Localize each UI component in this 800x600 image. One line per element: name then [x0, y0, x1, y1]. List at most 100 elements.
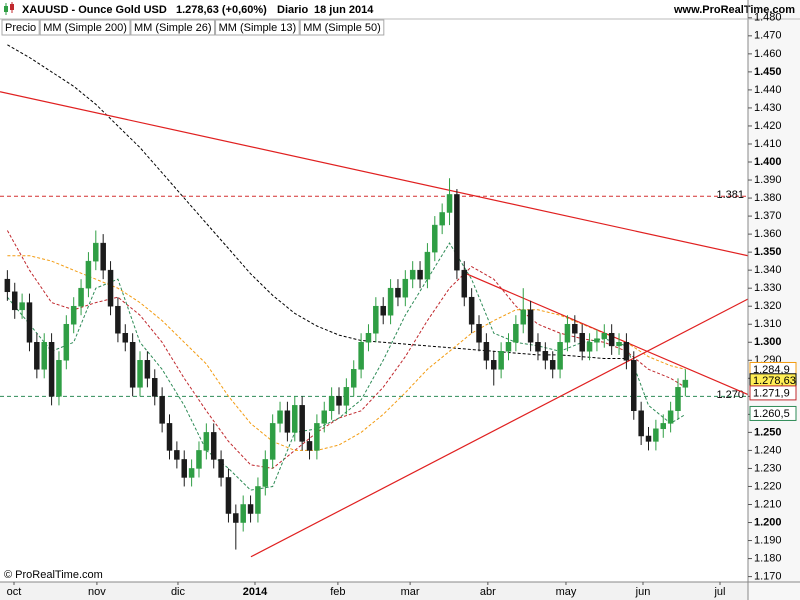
- date: 18 jun 2014: [314, 4, 374, 16]
- legend-label: MM (Simple 26): [134, 22, 212, 34]
- x-tick-label: jun: [635, 586, 651, 598]
- candle-body: [439, 212, 445, 226]
- candle-body: [409, 269, 416, 280]
- candle-body: [56, 360, 62, 397]
- candle-body: [454, 194, 460, 271]
- legend-label: Precio: [5, 22, 36, 34]
- candle-body: [262, 459, 269, 487]
- candle-body: [93, 242, 99, 262]
- candle-body: [277, 410, 283, 424]
- y-tick-label: 1.320: [754, 300, 782, 312]
- candle-body: [328, 396, 335, 412]
- candle-body: [78, 287, 84, 307]
- y-tick-label: 1.460: [754, 48, 782, 60]
- candle-body: [557, 342, 563, 370]
- candle-body: [631, 360, 637, 412]
- candle-body: [491, 360, 497, 370]
- candle-body: [63, 323, 70, 361]
- y-tick-label: 1.240: [754, 444, 782, 456]
- y-tick-label: 1.180: [754, 552, 782, 564]
- candle-body: [358, 342, 364, 370]
- level-label: 1.270: [716, 389, 744, 401]
- candle-body: [505, 342, 512, 352]
- candle-body: [520, 309, 526, 325]
- y-tick-label: 1.190: [754, 534, 782, 546]
- level-label: 1.381: [716, 189, 744, 201]
- candle-body: [424, 251, 431, 280]
- legend-label: MM (Simple 200): [43, 22, 127, 34]
- price-tag-label: 1.271,9: [753, 387, 790, 399]
- candle-body: [181, 459, 187, 478]
- candle-body: [26, 302, 33, 343]
- y-tick-label: 1.300: [754, 336, 782, 348]
- candle-body: [210, 432, 217, 460]
- candle-body: [682, 379, 689, 388]
- candle-body: [608, 332, 615, 347]
- x-tick-label: 2014: [243, 586, 268, 598]
- candle-body: [137, 360, 143, 388]
- x-tick-label: oct: [7, 586, 22, 598]
- candle-body: [306, 441, 313, 451]
- legend-label: MM (Simple 13): [219, 22, 297, 34]
- y-tick-label: 1.480: [754, 12, 782, 24]
- candle-body: [70, 305, 77, 325]
- symbol: XAUUSD - Ounce Gold USD: [22, 4, 167, 16]
- legend-box: [39, 19, 131, 36]
- quote: 1.278,63 (+0,60%): [176, 4, 267, 16]
- candle-body: [579, 332, 585, 352]
- x-tick-label: abr: [480, 586, 496, 598]
- candle-body: [395, 287, 401, 298]
- y-tick-label: 1.170: [754, 570, 782, 582]
- candle-body: [667, 410, 674, 424]
- price-tag-label: 1.278,63: [753, 375, 796, 387]
- candle-body: [660, 423, 667, 430]
- candle-body: [616, 342, 622, 347]
- candle-body: [527, 309, 534, 343]
- candle-body: [85, 260, 92, 289]
- candle-body: [240, 504, 246, 523]
- candle-body: [284, 410, 291, 433]
- site: www.ProRealTime.com: [673, 4, 795, 16]
- candle-body: [188, 468, 195, 478]
- y-tick-label: 1.350: [754, 246, 782, 258]
- candle-body: [247, 504, 254, 514]
- candle-body: [19, 302, 25, 311]
- candle-body: [203, 432, 210, 451]
- candle-body: [343, 387, 350, 406]
- candle-body: [196, 450, 202, 469]
- candle-body: [299, 405, 305, 442]
- trend-line: [0, 91, 749, 257]
- moving-average: [7, 242, 686, 491]
- candle-body: [48, 342, 55, 397]
- x-tick-label: mar: [401, 586, 420, 598]
- y-tick-label: 1.430: [754, 102, 782, 114]
- candle-body: [645, 435, 652, 442]
- candle-body: [233, 513, 239, 523]
- candle-body: [572, 323, 578, 334]
- candle-body: [586, 342, 593, 352]
- y-tick-label: 1.410: [754, 138, 782, 150]
- candle-body: [542, 351, 549, 361]
- y-tick-label: 1.370: [754, 210, 782, 222]
- candle-body: [218, 459, 224, 478]
- price-tag-label: 1.260,5: [753, 408, 790, 420]
- candle-body: [461, 269, 468, 298]
- moving-average: [7, 255, 686, 451]
- candle-body: [365, 332, 372, 343]
- y-tick-label: 1.220: [754, 480, 782, 492]
- y-tick-label: 1.330: [754, 282, 782, 294]
- candle-body: [623, 342, 630, 361]
- candle-body: [594, 338, 600, 343]
- candle-body: [115, 305, 121, 334]
- candle-body: [159, 396, 165, 424]
- y-tick-label: 1.210: [754, 498, 782, 510]
- candle-body: [513, 323, 519, 343]
- y-tick-label: 1.440: [754, 84, 782, 96]
- candle-body: [144, 360, 151, 379]
- price-tag: [749, 385, 797, 401]
- candle-body: [446, 194, 453, 213]
- candle-body: [314, 423, 320, 451]
- price-tag: [749, 405, 797, 421]
- y-tick-label: 1.400: [754, 156, 782, 168]
